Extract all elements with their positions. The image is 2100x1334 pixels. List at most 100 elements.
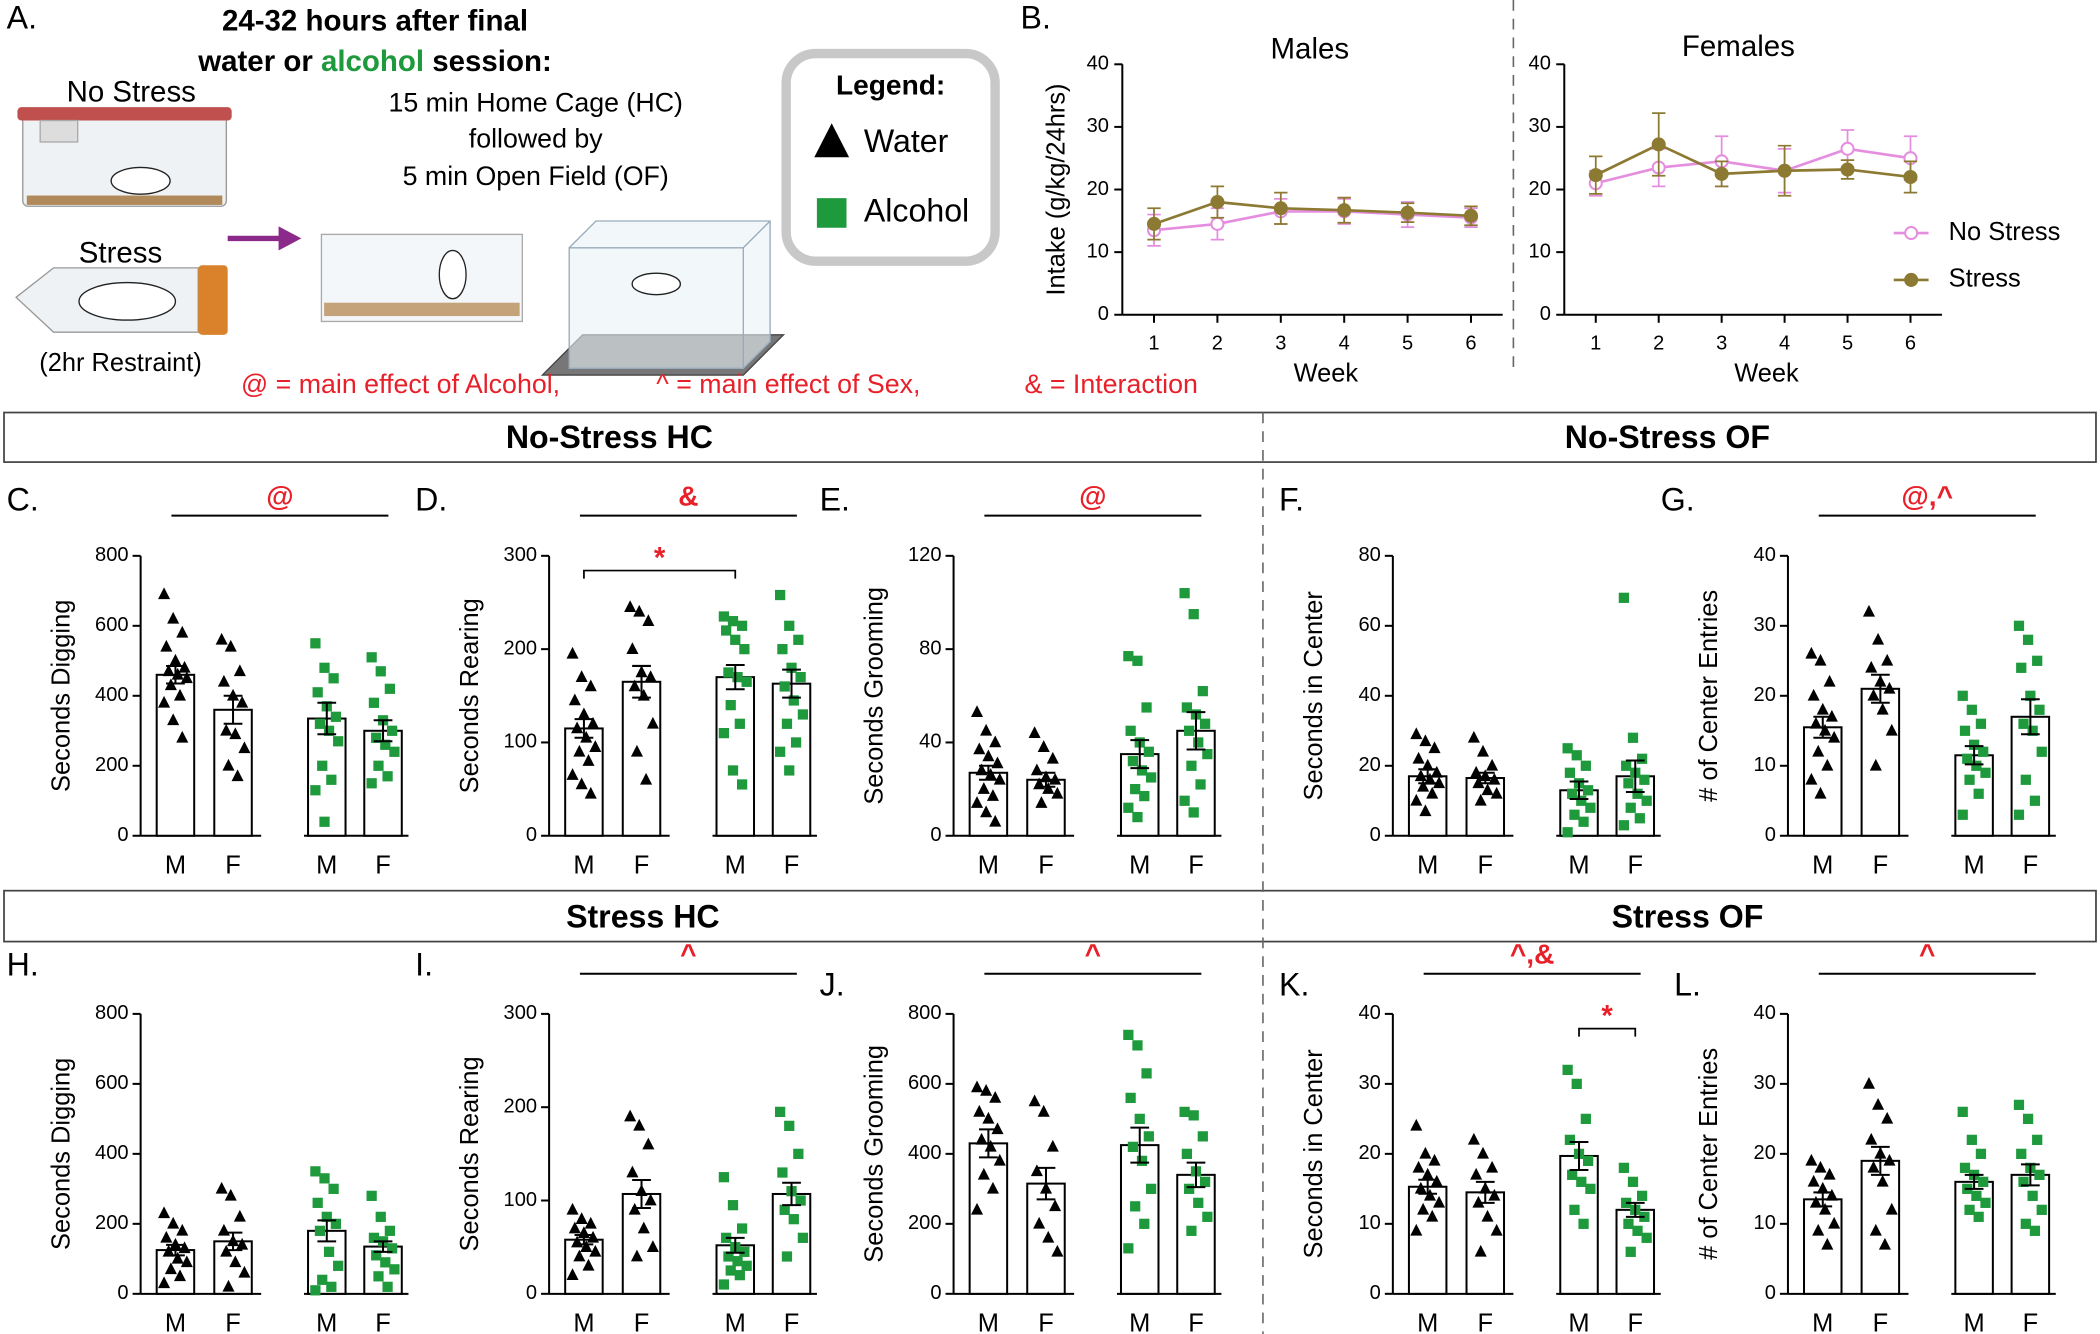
point — [1474, 793, 1487, 806]
point — [1562, 1064, 1573, 1076]
point — [779, 1204, 790, 1215]
x-tick-label: M — [725, 1309, 746, 1334]
panel-label: A. — [7, 0, 37, 36]
y-tick-label: 0 — [526, 1282, 537, 1304]
point — [1821, 758, 1834, 771]
point — [1569, 809, 1580, 820]
x-tick-label: 4 — [1779, 333, 1790, 355]
y-axis-label: Seconds Rearing — [456, 598, 484, 793]
point — [238, 1265, 251, 1278]
point — [1123, 651, 1134, 662]
point — [162, 1244, 175, 1257]
point — [233, 1209, 246, 1222]
x-tick-label: M — [978, 851, 999, 879]
point — [1975, 1148, 1987, 1159]
x-tick-label: F — [1873, 1309, 1889, 1334]
point — [1641, 795, 1652, 806]
point — [1210, 195, 1225, 210]
point — [328, 673, 339, 684]
y-tick-label: 30 — [1358, 1072, 1380, 1094]
point — [1467, 730, 1480, 743]
point — [1210, 216, 1225, 231]
y-axis-label: Seconds Digging — [48, 600, 76, 792]
y-tick-label: 300 — [504, 1002, 537, 1024]
y-tick-label: 0 — [117, 824, 128, 846]
point — [736, 779, 748, 790]
point — [326, 1281, 337, 1292]
y-tick-label: 80 — [919, 637, 941, 659]
point — [779, 681, 790, 692]
point — [1714, 166, 1729, 181]
point — [777, 1167, 788, 1178]
point — [1028, 726, 1041, 738]
point — [575, 670, 588, 682]
point — [725, 700, 736, 711]
point — [238, 741, 251, 754]
series-line — [1153, 210, 1472, 232]
restraint-illustration — [15, 265, 228, 335]
point — [389, 1264, 400, 1275]
point — [788, 695, 799, 706]
error-bar — [1130, 1126, 1150, 1164]
point — [1428, 741, 1441, 754]
x-tick-label: M — [165, 1309, 186, 1334]
y-tick-label: 60 — [1358, 614, 1380, 636]
bar — [968, 1142, 1009, 1295]
bar — [1465, 777, 1506, 837]
point — [1470, 1167, 1483, 1180]
y-tick-label: 400 — [95, 684, 128, 706]
point — [1975, 718, 1987, 729]
x-tick-label: 1 — [1148, 333, 1159, 355]
point — [1571, 750, 1582, 761]
point — [180, 671, 193, 684]
point — [1421, 1167, 1434, 1180]
y-tick-label: 300 — [504, 544, 537, 566]
y-tick-label: 0 — [1098, 303, 1109, 325]
x-tick-label: M — [1812, 1309, 1833, 1334]
x-tick-label: 3 — [1275, 333, 1286, 355]
point — [2032, 655, 2043, 666]
y-tick-label: 400 — [95, 1142, 128, 1164]
point — [1179, 795, 1190, 806]
x-tick-label: F — [1188, 851, 1204, 879]
point — [739, 644, 750, 655]
point — [989, 735, 1002, 748]
y-tick-label: 200 — [504, 637, 537, 659]
point — [1423, 1188, 1436, 1201]
point — [1136, 765, 1148, 776]
point — [2029, 795, 2041, 806]
point — [1627, 1176, 1639, 1187]
point — [973, 742, 986, 755]
point — [1042, 782, 1055, 794]
point — [366, 652, 377, 663]
y-tick-label: 100 — [504, 1189, 537, 1211]
y-tick-label: 600 — [908, 1072, 941, 1094]
error-bar — [1569, 1140, 1589, 1171]
point — [1488, 772, 1501, 785]
point — [1433, 776, 1446, 789]
x-axis-label: Week — [1734, 360, 1799, 388]
point — [1046, 1139, 1059, 1152]
point — [732, 1256, 743, 1267]
point — [167, 713, 180, 726]
point — [375, 1211, 386, 1222]
point — [1883, 681, 1896, 694]
point — [644, 1193, 657, 1206]
point — [1876, 702, 1889, 715]
point — [573, 744, 586, 757]
y-tick-label: 40 — [1358, 684, 1380, 706]
point — [229, 1255, 242, 1268]
point — [781, 718, 793, 729]
condition-label: (2hr Restraint) — [39, 349, 202, 377]
point — [970, 1080, 984, 1093]
point — [1867, 1160, 1880, 1173]
point — [1412, 751, 1425, 764]
point — [380, 1257, 391, 1268]
error-bar — [1130, 739, 1150, 770]
point — [227, 688, 240, 701]
point — [384, 1225, 395, 1236]
x-tick-label: F — [1477, 851, 1493, 879]
point — [1966, 704, 1977, 715]
y-tick-label: 200 — [908, 1212, 941, 1234]
y-tick-label: 30 — [1754, 1072, 1776, 1094]
